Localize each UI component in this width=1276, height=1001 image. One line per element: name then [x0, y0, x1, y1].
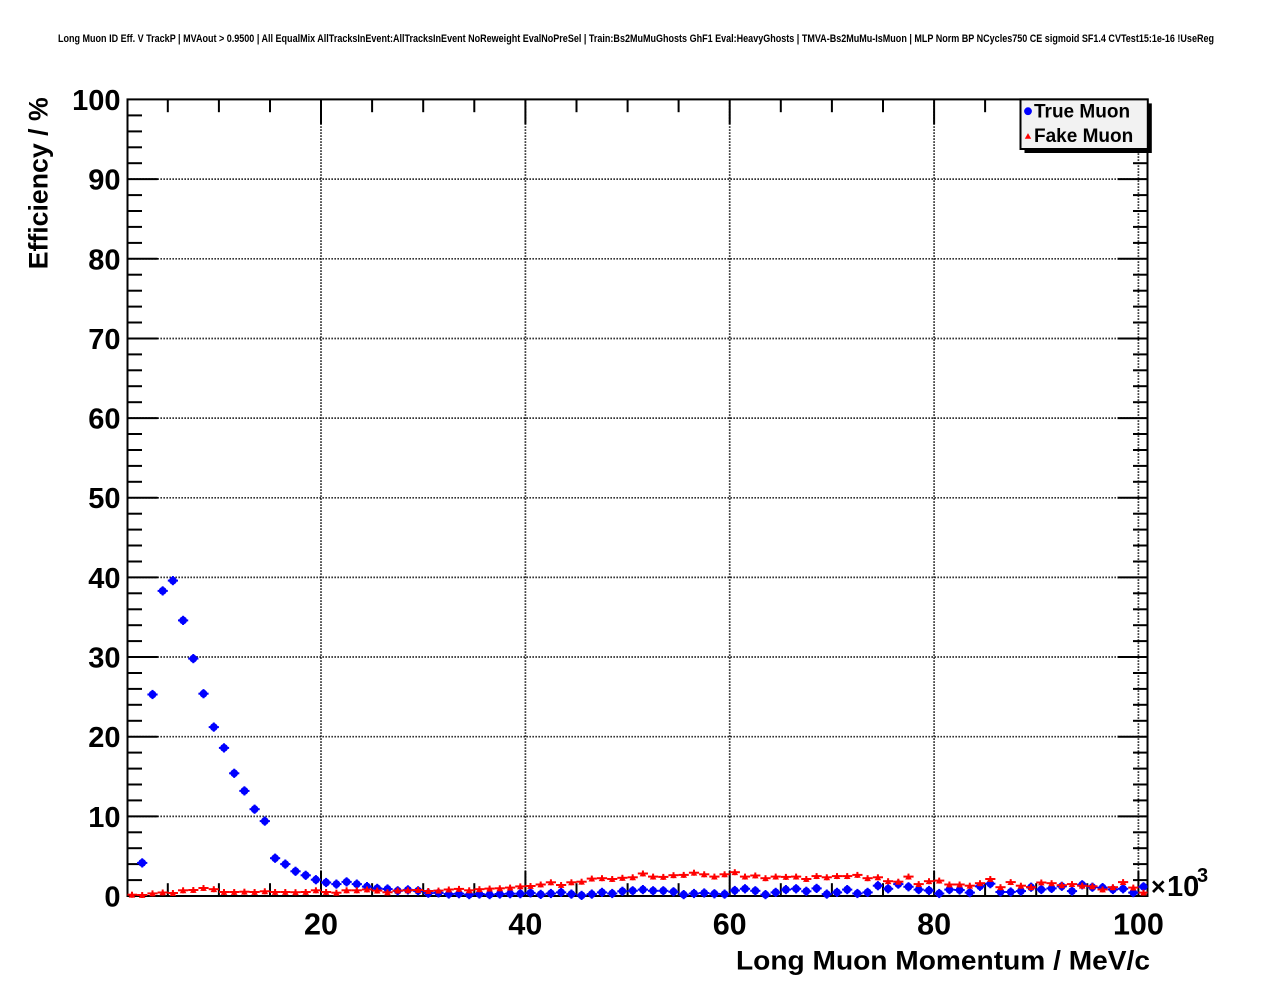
svg-text:Efficiency / %: Efficiency / % [24, 97, 54, 269]
svg-text:0: 0 [104, 882, 120, 914]
svg-text:50: 50 [88, 483, 120, 515]
svg-text:40: 40 [88, 563, 120, 595]
svg-text:40: 40 [508, 908, 542, 942]
svg-text:100: 100 [1113, 908, 1164, 942]
svg-text:Long Muon ID Eff. V TrackP | M: Long Muon ID Eff. V TrackP | MVAout > 0.… [58, 33, 1214, 45]
svg-text:Long Muon Momentum / MeV/c: Long Muon Momentum / MeV/c [736, 946, 1150, 976]
svg-text:60: 60 [88, 404, 120, 436]
svg-text:10: 10 [88, 802, 120, 834]
svg-text:Fake Muon: Fake Muon [1034, 126, 1133, 147]
svg-text:70: 70 [88, 324, 120, 356]
svg-text:60: 60 [713, 908, 747, 942]
svg-text:True Muon: True Muon [1034, 102, 1130, 123]
svg-text:30: 30 [88, 643, 120, 675]
svg-text:20: 20 [304, 908, 338, 942]
svg-text:20: 20 [88, 722, 120, 754]
svg-text:80: 80 [88, 244, 120, 276]
svg-text:80: 80 [917, 908, 951, 942]
svg-text:×: × [1151, 873, 1166, 901]
svg-text:10: 10 [1167, 871, 1199, 903]
svg-text:90: 90 [88, 165, 120, 197]
svg-text:100: 100 [72, 85, 120, 117]
svg-text:3: 3 [1197, 865, 1208, 887]
